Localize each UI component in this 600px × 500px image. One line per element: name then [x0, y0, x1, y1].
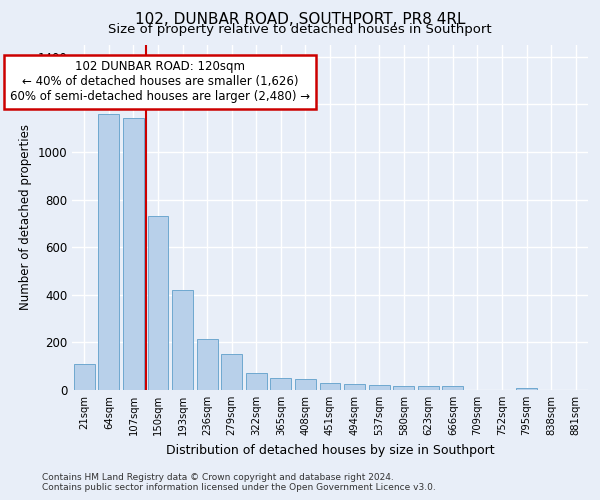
Text: 102 DUNBAR ROAD: 120sqm
← 40% of detached houses are smaller (1,626)
60% of semi: 102 DUNBAR ROAD: 120sqm ← 40% of detache… — [10, 60, 311, 104]
Bar — [148, 216, 169, 390]
Bar — [246, 374, 267, 390]
Bar — [393, 386, 414, 390]
Bar — [320, 383, 340, 390]
Bar — [197, 339, 218, 390]
Bar — [344, 384, 365, 390]
Bar — [98, 114, 119, 390]
Bar — [516, 388, 537, 390]
Text: Size of property relative to detached houses in Southport: Size of property relative to detached ho… — [108, 22, 492, 36]
Bar — [368, 385, 389, 390]
Y-axis label: Number of detached properties: Number of detached properties — [19, 124, 32, 310]
Bar — [123, 118, 144, 390]
Text: Contains HM Land Registry data © Crown copyright and database right 2024.
Contai: Contains HM Land Registry data © Crown c… — [42, 473, 436, 492]
X-axis label: Distribution of detached houses by size in Southport: Distribution of detached houses by size … — [166, 444, 494, 456]
Text: 102, DUNBAR ROAD, SOUTHPORT, PR8 4RL: 102, DUNBAR ROAD, SOUTHPORT, PR8 4RL — [135, 12, 465, 28]
Bar — [295, 380, 316, 390]
Bar — [74, 364, 95, 390]
Bar — [221, 354, 242, 390]
Bar — [418, 386, 439, 390]
Bar — [172, 290, 193, 390]
Bar — [271, 378, 292, 390]
Bar — [442, 386, 463, 390]
